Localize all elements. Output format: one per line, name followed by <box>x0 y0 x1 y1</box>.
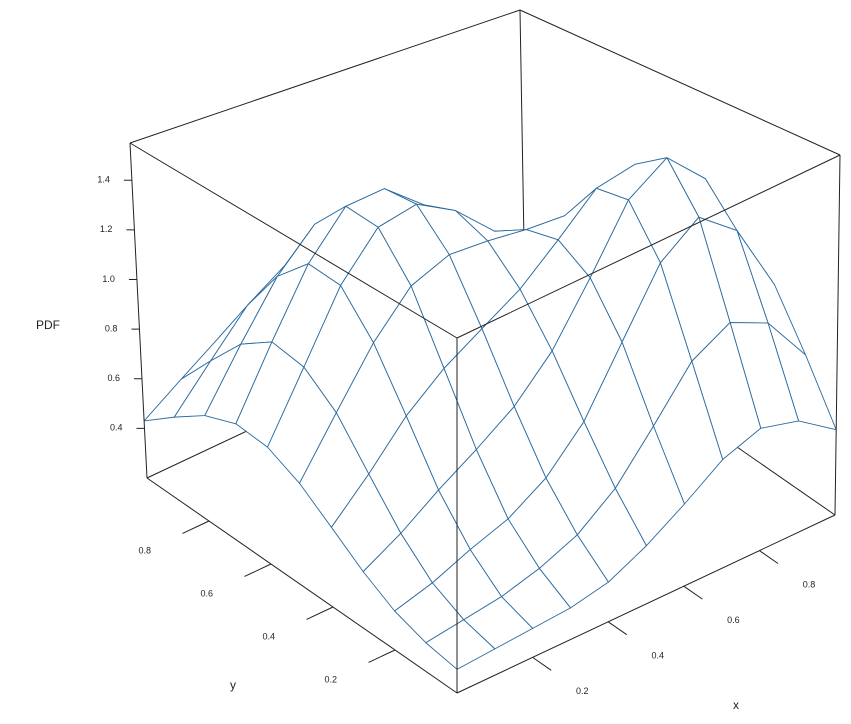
box-edge <box>129 142 148 479</box>
z-tick-label: 1.4 <box>97 175 110 185</box>
surface-cell <box>425 619 496 670</box>
y-tick-label: 0.2 <box>324 675 337 685</box>
y-tick-label: 0.4 <box>262 632 275 642</box>
y-tick-label: 0.8 <box>138 546 151 556</box>
y-tick <box>182 520 210 534</box>
y-tick <box>244 563 272 577</box>
x-tick-label: 0.2 <box>576 686 589 696</box>
box-edge <box>834 154 841 516</box>
y-tick <box>368 649 396 663</box>
z-tick-label: 1.0 <box>102 274 115 284</box>
x-tick-label: 0.8 <box>803 579 816 589</box>
box-edge <box>456 154 841 339</box>
z-tick-label: 0.6 <box>107 373 120 383</box>
z-tick-label: 0.8 <box>105 323 118 333</box>
box-edge <box>129 9 521 144</box>
box-edge <box>129 142 458 339</box>
x-tick <box>532 656 552 671</box>
y-axis-title: y <box>230 678 236 692</box>
z-axis-title: PDF <box>36 318 60 332</box>
x-tick-label: 0.4 <box>652 651 665 661</box>
x-axis-title: x <box>733 698 739 712</box>
y-tick <box>306 606 334 620</box>
box-edge <box>519 9 841 156</box>
x-tick <box>759 550 779 564</box>
x-tick <box>607 621 628 636</box>
x-tick <box>683 585 703 600</box>
z-tick-label: 1.2 <box>100 224 113 234</box>
z-tick-label: 0.4 <box>110 423 123 433</box>
x-tick-label: 0.6 <box>727 615 740 625</box>
box-edge <box>146 477 458 694</box>
y-tick-label: 0.6 <box>200 589 213 599</box>
box-edge <box>456 514 836 694</box>
